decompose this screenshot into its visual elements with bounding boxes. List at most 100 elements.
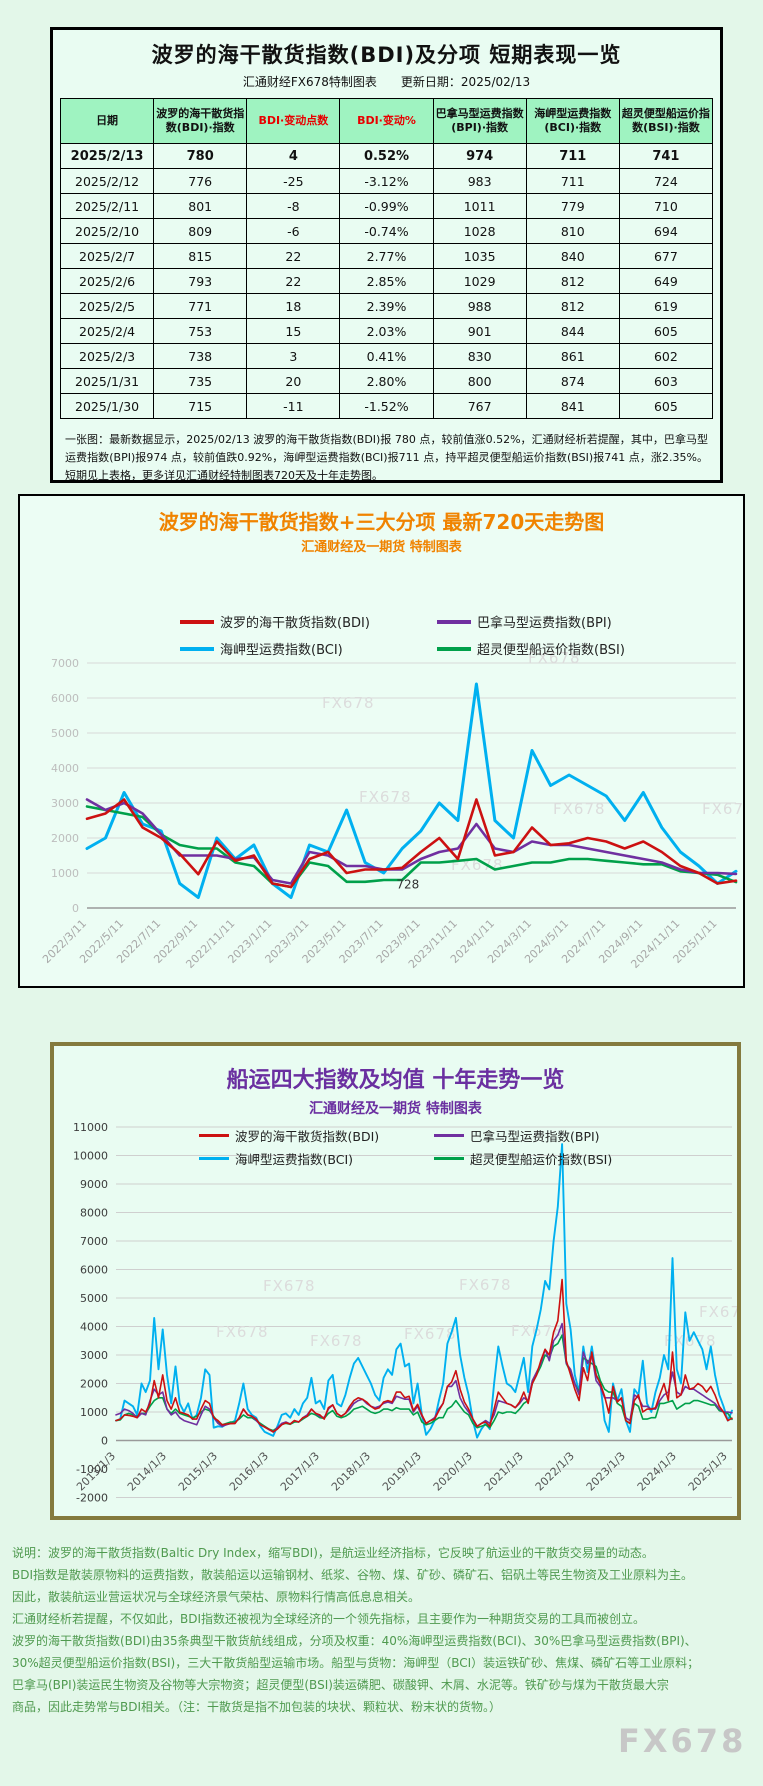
- table-cell: 2.80%: [339, 368, 434, 394]
- table-cell: 738: [153, 343, 248, 369]
- table-cell: 780: [153, 143, 248, 169]
- watermarks: FX678FX678FX678FX678FX678FX678FX678FX678: [216, 1276, 737, 1350]
- table-row: 2025/2/12 776 -25 -3.12% 983 711 724: [59, 168, 714, 194]
- svg-text:2015/1/3: 2015/1/3: [176, 1449, 220, 1493]
- table-cell: 0.52%: [339, 143, 434, 169]
- svg-text:2021/1/3: 2021/1/3: [482, 1449, 526, 1493]
- table-header-cell: BDI·变动%: [339, 98, 434, 144]
- table-cell: 694: [618, 218, 714, 244]
- table-cell: 619: [618, 293, 714, 319]
- table-cell: 2.39%: [339, 293, 434, 319]
- table-cell: 710: [618, 193, 714, 219]
- svg-text:6000: 6000: [80, 1264, 108, 1277]
- table-cell: 844: [525, 318, 620, 344]
- table-cell: 741: [618, 143, 714, 169]
- fx678-watermark: FX678: [618, 1722, 747, 1760]
- table-cell: 735: [153, 368, 248, 394]
- svg-text:2014/1/3: 2014/1/3: [125, 1449, 169, 1493]
- table-cell: 3: [246, 343, 341, 369]
- footer-notes: 说明：波罗的海干散货指数(Baltic Dry Index，缩写BDI)，是航运…: [12, 1542, 754, 1718]
- footer-line: 汇通财经析若提醒，不仅如此，BDI指数还被视为全球经济的一个领先指标，且主要作为…: [12, 1612, 646, 1626]
- table-cell: 677: [618, 243, 714, 269]
- table-header-cell: BDI·变动点数: [246, 98, 341, 144]
- table-cell: 793: [153, 268, 248, 294]
- svg-text:2018/1/3: 2018/1/3: [329, 1449, 373, 1493]
- table-cell: 815: [153, 243, 248, 269]
- chart-720d-panel: 7000 6000 5000 4000 3000 2000 1000 0 FX678 FX678 F…: [18, 494, 745, 988]
- table-cell: 724: [618, 168, 714, 194]
- table-cell: 1028: [432, 218, 527, 244]
- svg-text:11000: 11000: [73, 1121, 108, 1134]
- table-header-cell: 巴拿马型运费指数(BPI)·指数: [432, 98, 527, 144]
- bdi-table: 日期 波罗的海干散货指数(BDI)·指数 BDI·变动点数 BDI·变动% 巴拿马型运费…: [59, 98, 714, 419]
- table-cell: 800: [432, 368, 527, 394]
- table-cell: 20: [246, 368, 341, 394]
- table-row: 2025/2/3 738 3 0.41% 830 861 602: [59, 343, 714, 369]
- chart-10y-panel: 11000 10000 9000 8000 7000 6000 5000 4000 3000 20…: [50, 1042, 741, 1520]
- table-row: 2025/2/7 815 22 2.77% 1035 840 677: [59, 243, 714, 269]
- table-header-cell: 海岬型运费指数(BCI)·指数: [525, 98, 620, 144]
- series-line: [115, 1143, 733, 1439]
- table-cell: 602: [618, 343, 714, 369]
- table-cell: 901: [432, 318, 527, 344]
- table-cell: 983: [432, 168, 527, 194]
- svg-text:8000: 8000: [80, 1207, 108, 1220]
- svg-text:-1000: -1000: [76, 1463, 108, 1476]
- table-header-cell: 日期: [59, 98, 155, 144]
- table-cell: 779: [525, 193, 620, 219]
- table-cell: 2025/2/5: [59, 293, 155, 319]
- bdi-table-head: 日期 波罗的海干散货指数(BDI)·指数 BDI·变动点数 BDI·变动% 巴拿马型运费…: [59, 98, 714, 144]
- table-cell: 2025/1/30: [59, 393, 155, 419]
- x-axis-labels: 2013/1/3 2014/1/3 2015/1/3 2016/1/3 2017/1/3…: [74, 1449, 730, 1493]
- svg-text:3000: 3000: [80, 1349, 108, 1362]
- svg-text:0: 0: [101, 1435, 108, 1448]
- svg-text:4000: 4000: [80, 1321, 108, 1334]
- svg-text:FX678: FX678: [702, 800, 743, 818]
- table-cell: 2025/2/4: [59, 318, 155, 344]
- table-cell: 753: [153, 318, 248, 344]
- table-row: 2025/2/5 771 18 2.39% 988 812 619: [59, 293, 714, 319]
- svg-text:6000: 6000: [51, 692, 79, 705]
- svg-text:2017/1/3: 2017/1/3: [278, 1449, 322, 1493]
- footer-line: 波罗的海干散货指数(BDI)由35条典型干散货航线组成，分项及权重：40%海岬型…: [12, 1634, 697, 1648]
- series-line: [85, 798, 738, 885]
- table-cell: 812: [525, 293, 620, 319]
- table-cell: 812: [525, 268, 620, 294]
- table-row: 2025/1/30 715 -11 -1.52% 767 841 605: [59, 393, 714, 419]
- table-cell: 603: [618, 368, 714, 394]
- table-cell: 649: [618, 268, 714, 294]
- series-line: [85, 682, 738, 899]
- bdi-table-body: 2025/2/13 780 4 0.52% 974 711 741 2025/2/12 776-…: [59, 143, 714, 419]
- panel1-note: 一张图：最新数据显示，2025/02/13 波罗的海干散货指数(BDI)报 78…: [65, 433, 708, 482]
- table-cell: 2.03%: [339, 318, 434, 344]
- svg-text:7000: 7000: [80, 1235, 108, 1248]
- table-cell: 801: [153, 193, 248, 219]
- svg-text:FX678: FX678: [528, 649, 581, 667]
- table-cell: -25: [246, 168, 341, 194]
- table-cell: -3.12%: [339, 168, 434, 194]
- table-cell: 1029: [432, 268, 527, 294]
- gridlines: 1100010000900080007000600050004000300020…: [73, 1121, 732, 1505]
- table-cell: 810: [525, 218, 620, 244]
- table-cell: -0.99%: [339, 193, 434, 219]
- page-title: 波罗的海干散货指数(BDI)及分项 短期表现一览: [151, 43, 622, 67]
- table-cell: 861: [525, 343, 620, 369]
- series-line: [85, 805, 738, 889]
- svg-text:2023/1/3: 2023/1/3: [584, 1449, 628, 1493]
- svg-text:FX678: FX678: [404, 1325, 457, 1343]
- svg-text:1000: 1000: [80, 1406, 108, 1419]
- table-cell: 771: [153, 293, 248, 319]
- table-cell: 2025/2/6: [59, 268, 155, 294]
- footer-line: 30%超灵便型船运价指数(BSI)，三大干散货船型运输市场。船型与货物：海岬型（…: [12, 1656, 700, 1670]
- table-cell: 2025/2/13: [59, 143, 155, 169]
- svg-text:9000: 9000: [80, 1178, 108, 1191]
- svg-text:-2000: -2000: [76, 1492, 108, 1505]
- table-cell: 2025/2/7: [59, 243, 155, 269]
- svg-text:FX678: FX678: [216, 1323, 269, 1341]
- svg-text:FX678: FX678: [310, 1332, 363, 1350]
- table-cell: 711: [525, 168, 620, 194]
- table-cell: 874: [525, 368, 620, 394]
- table-cell: 715: [153, 393, 248, 419]
- table-cell: 841: [525, 393, 620, 419]
